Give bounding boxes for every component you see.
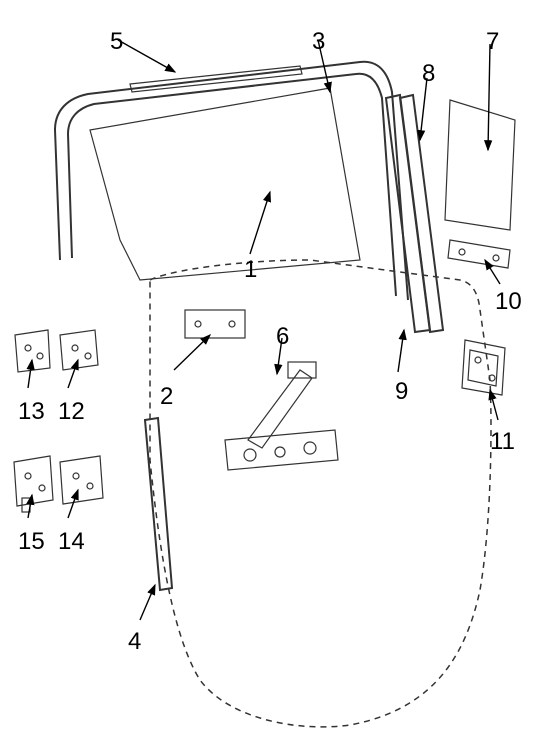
part-lower-channel <box>145 418 172 590</box>
part-window-glass <box>90 88 360 280</box>
callout-15: 15 <box>18 530 45 554</box>
callout-8: 8 <box>422 62 435 86</box>
parts-diagram <box>0 0 546 746</box>
callout-2: 2 <box>160 385 173 409</box>
part-sash-channel <box>185 310 245 338</box>
callout-10: 10 <box>495 290 522 314</box>
callout-7: 7 <box>486 30 499 54</box>
callout-3: 3 <box>312 30 325 54</box>
part-lower-hinge-a <box>60 456 103 504</box>
part-latch <box>462 340 505 395</box>
callout-1: 1 <box>244 258 257 282</box>
callout-14: 14 <box>58 530 85 554</box>
part-lower-hinge-b <box>14 456 53 512</box>
callout-13: 13 <box>18 400 45 424</box>
part-regulator <box>225 362 338 470</box>
callout-12: 12 <box>58 400 85 424</box>
callout-4: 4 <box>128 630 141 654</box>
callout-11: 11 <box>490 430 515 454</box>
callout-6: 6 <box>276 325 289 349</box>
part-upper-hinge-a <box>60 330 98 370</box>
part-vent-glass <box>445 100 515 230</box>
part-upper-hinge-b <box>15 330 50 372</box>
part-window-frame <box>55 62 408 300</box>
callout-9: 9 <box>395 380 408 404</box>
callout-5: 5 <box>110 30 123 54</box>
part-vent-bracket <box>448 240 510 268</box>
